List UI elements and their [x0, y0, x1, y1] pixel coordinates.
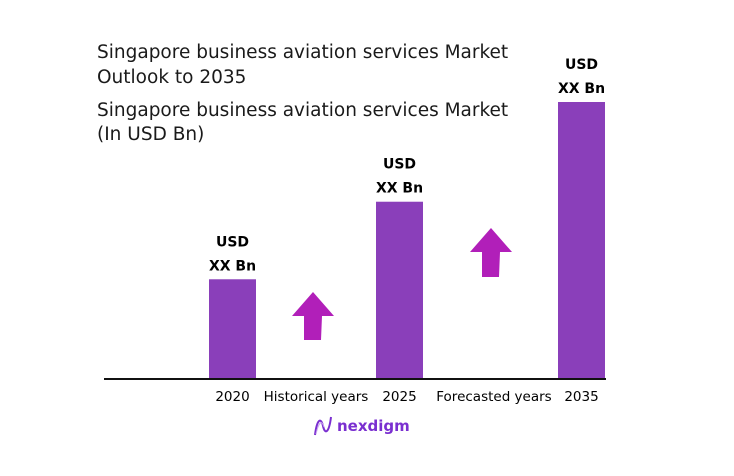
x-tick-label-2025: 2025	[382, 389, 416, 405]
nexdigm-logo: nexdigm	[313, 415, 410, 437]
period-label-historical: Historical years	[264, 389, 369, 405]
nexdigm-logo-icon	[314, 416, 332, 436]
nexdigm-logo-text: nexdigm	[337, 417, 410, 435]
chart-title-line-2: Outlook to 2035	[97, 67, 247, 88]
bar-2035	[558, 102, 605, 379]
chart-title-line-1: Singapore business aviation services Mar…	[97, 42, 509, 63]
bar-2025	[376, 201, 423, 379]
up-arrow-icon-historical	[292, 292, 334, 340]
up-arrow-icon-forecasted	[470, 228, 512, 277]
data-label-value: XX Bn	[209, 258, 256, 274]
chart-subtitle-line-1: Singapore business aviation services Mar…	[97, 100, 509, 121]
data-label-usd: USD	[383, 157, 416, 173]
x-tick-label-2035: 2035	[564, 389, 598, 405]
chart-subtitle-line-2: (In USD Bn)	[97, 124, 205, 145]
data-label-value: XX Bn	[558, 81, 605, 97]
data-label-usd: USD	[216, 234, 249, 250]
data-label-usd: USD	[565, 57, 598, 73]
bar-2020	[209, 279, 256, 379]
period-label-forecasted: Forecasted years	[436, 389, 551, 405]
data-label-value: XX Bn	[376, 181, 423, 197]
x-tick-label-2020: 2020	[215, 389, 249, 405]
